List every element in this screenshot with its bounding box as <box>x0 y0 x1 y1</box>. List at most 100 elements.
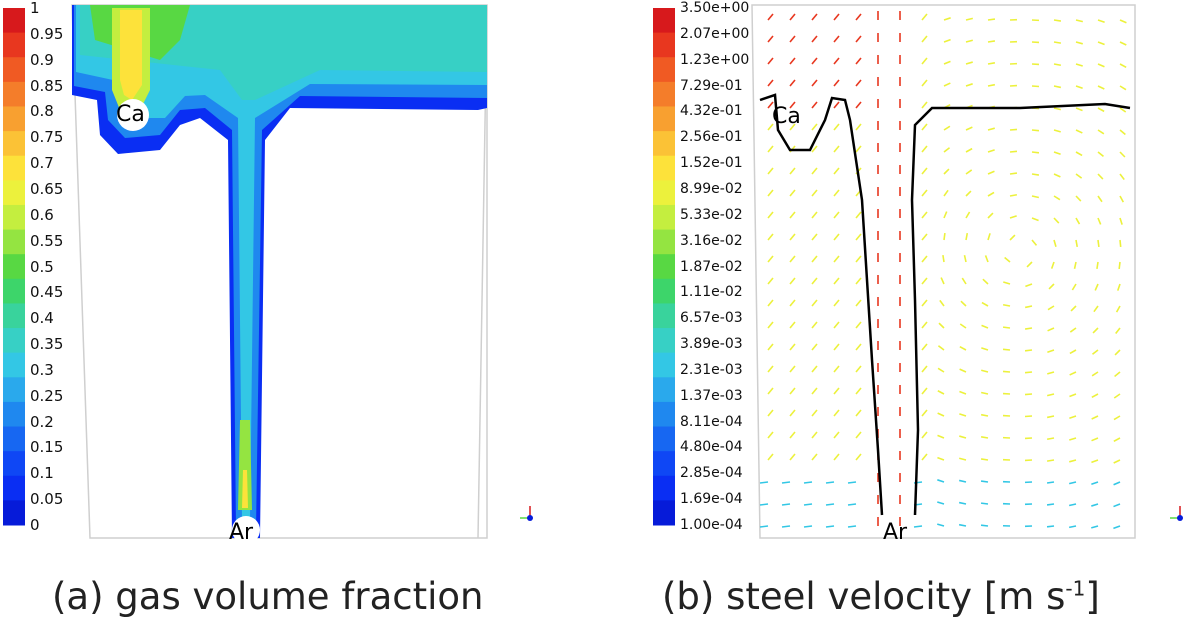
velocity-vector <box>940 277 945 285</box>
velocity-vector <box>937 345 945 351</box>
legend-tick-label: 5.33e-02 <box>680 206 743 223</box>
velocity-vector <box>811 277 818 285</box>
velocity-vector <box>1053 217 1060 224</box>
velocity-vector <box>987 149 995 153</box>
caption-b-end: ] <box>1085 575 1100 618</box>
velocity-vector <box>767 79 774 87</box>
velocity-vector <box>767 101 774 109</box>
velocity-vector <box>767 299 774 307</box>
legend-swatch <box>653 81 675 107</box>
caption-b-main: (b) steel velocity [m s <box>662 575 1066 618</box>
legend-swatch <box>653 377 675 403</box>
velocity-vector <box>965 147 973 153</box>
velocity-vector <box>965 126 973 131</box>
velocity-vector <box>1031 85 1040 88</box>
velocity-vector <box>1004 256 1011 263</box>
gas-plume-ca-core <box>120 10 142 100</box>
steel-velocity-plot <box>653 4 1183 539</box>
velocity-vector <box>943 147 951 153</box>
legend-tick-label: 0.25 <box>30 386 64 405</box>
velocity-vector <box>847 503 857 506</box>
velocity-vector <box>855 211 862 219</box>
velocity-vector <box>1114 371 1121 378</box>
legend-tick-label: 0.35 <box>30 335 64 354</box>
velocity-vector <box>1031 217 1039 222</box>
legend-swatch <box>3 401 25 428</box>
legend-tick-label: 0.55 <box>30 231 64 250</box>
velocity-vector <box>1002 348 1011 351</box>
velocity-vector <box>1075 85 1083 90</box>
velocity-vector <box>767 167 774 175</box>
velocity-vector <box>981 347 989 351</box>
velocity-vector <box>767 365 774 373</box>
velocity-vector <box>811 431 818 439</box>
legend-swatch <box>3 426 25 452</box>
legend-tick-label: 0.65 <box>30 179 64 198</box>
legend-tick-label: 0.9 <box>30 50 54 69</box>
velocity-vector <box>1097 173 1104 180</box>
velocity-vector <box>811 343 818 351</box>
label-ca-b: Ca <box>772 104 801 129</box>
legend-tick-label: 0.3 <box>30 360 54 379</box>
velocity-vector <box>1069 327 1077 333</box>
legend-swatch <box>3 155 25 181</box>
velocity-vector <box>1075 217 1081 225</box>
velocity-vector <box>921 145 928 153</box>
velocity-vector <box>980 436 989 439</box>
velocity-vector <box>1069 481 1077 485</box>
velocity-vector <box>855 101 862 109</box>
velocity-vector <box>1053 129 1061 133</box>
velocity-vector <box>937 501 945 505</box>
velocity-vector <box>980 524 989 527</box>
velocity-vector <box>1096 261 1099 270</box>
legend-tick-label: 0.1 <box>30 464 54 483</box>
velocity-vector <box>855 79 862 87</box>
velocity-vector <box>913 525 923 528</box>
velocity-vector <box>1053 63 1062 67</box>
velocity-vector <box>1119 63 1127 69</box>
velocity-vector <box>811 101 818 109</box>
legend-swatch <box>3 475 25 501</box>
velocity-vector <box>811 13 818 21</box>
velocity-vector <box>833 409 840 417</box>
axis-triad-a <box>520 506 533 521</box>
velocity-vector <box>937 523 945 527</box>
velocity-vector <box>1113 393 1121 399</box>
velocity-vector <box>943 189 949 197</box>
velocity-vector <box>937 434 945 439</box>
velocity-vector <box>833 13 840 21</box>
legend-swatch <box>3 377 25 403</box>
legend-tick-label: 0.15 <box>30 438 64 457</box>
velocity-vector <box>833 145 840 153</box>
velocity-vector <box>1097 217 1102 225</box>
velocity-vector <box>1097 85 1105 90</box>
velocity-vector <box>965 39 973 43</box>
velocity-vector <box>855 299 862 307</box>
velocity-vector <box>789 431 796 439</box>
velocity-vector <box>937 456 945 461</box>
legend-swatch <box>3 451 25 477</box>
velocity-vector <box>921 453 928 461</box>
velocity-vector <box>943 168 950 175</box>
legend-tick-label: 1.69e-04 <box>680 491 743 508</box>
gas-plume-ar <box>238 420 252 510</box>
velocity-vector <box>1092 327 1099 334</box>
legend-tick-label: 1.87e-02 <box>680 258 743 275</box>
legend-swatch <box>3 254 25 280</box>
velocity-vector <box>1113 437 1121 442</box>
velocity-vector <box>811 453 818 461</box>
velocity-vector <box>855 409 862 417</box>
velocity-vector <box>833 343 840 351</box>
legend-swatch <box>653 8 675 34</box>
velocity-vector <box>1069 371 1077 376</box>
legend-tick-label: 4.32e-01 <box>680 103 743 120</box>
velocity-vector <box>1047 393 1055 397</box>
velocity-vector <box>1046 459 1055 462</box>
velocity-vector <box>1053 173 1061 178</box>
velocity-vector <box>1119 151 1126 158</box>
velocity-vector <box>1091 349 1099 355</box>
velocity-vector <box>1113 459 1121 464</box>
legend-swatch <box>3 131 25 157</box>
legend-swatch <box>3 204 25 231</box>
velocity-vector <box>789 13 796 21</box>
